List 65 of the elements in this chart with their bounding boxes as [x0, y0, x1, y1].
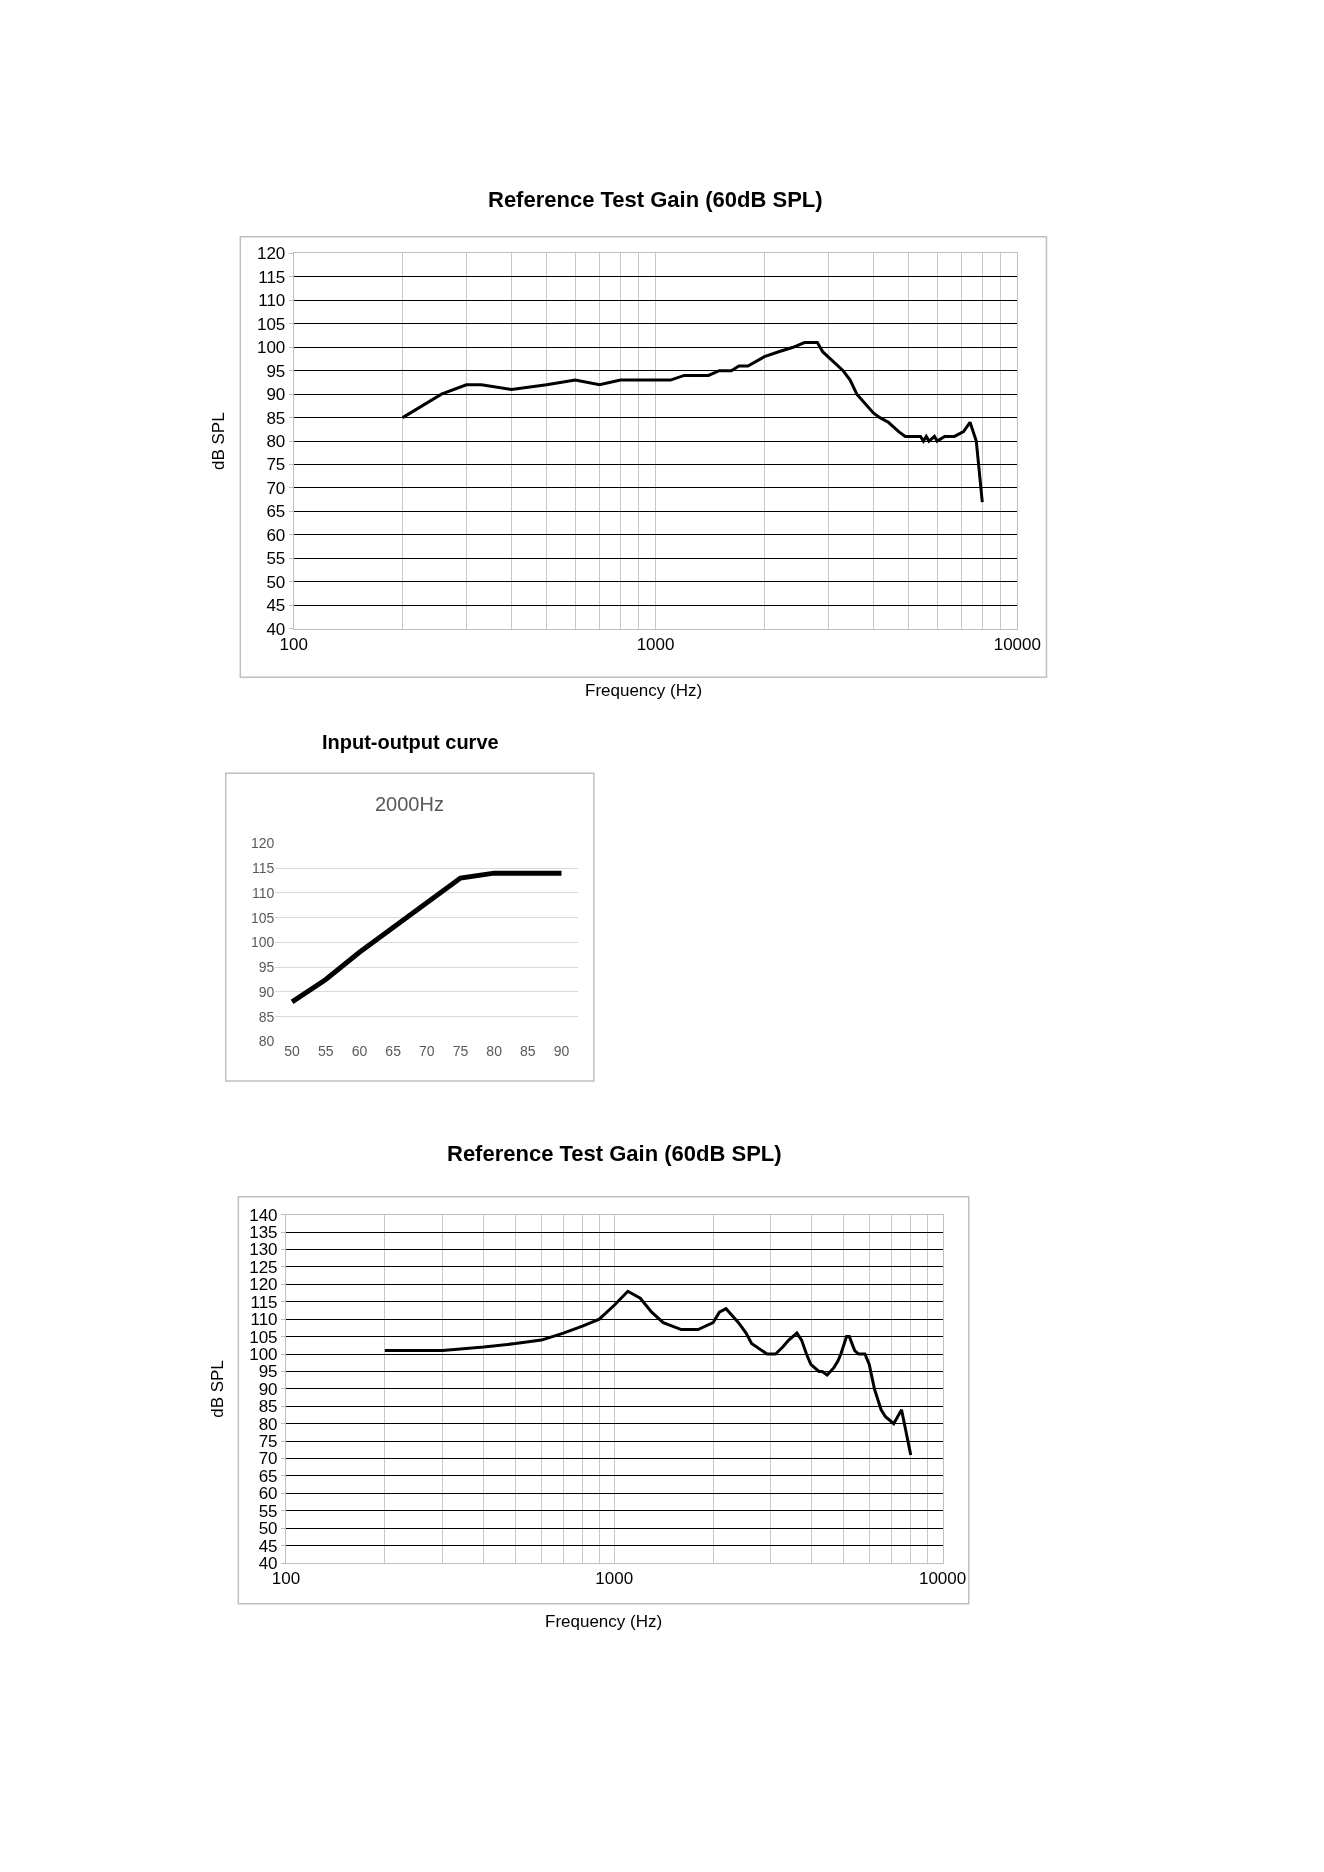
x-tick-label: 1000 — [636, 635, 675, 655]
y-tick-label: 60 — [258, 1484, 278, 1504]
y-tick-label: 90 — [258, 1379, 278, 1399]
y-tick-label: 75 — [258, 1432, 278, 1452]
y-tick-label: 85 — [258, 1397, 278, 1417]
y-tick-label: 115 — [250, 1292, 278, 1312]
chart-title: Reference Test Gain (60dB SPL) — [447, 1141, 782, 1166]
y-tick-label: 45 — [258, 1536, 278, 1556]
y-tick-label: 120 — [256, 244, 286, 264]
y-tick-label: 65 — [258, 1466, 278, 1486]
x-tick-label: 80 — [486, 1043, 503, 1060]
y-tick-label: 45 — [266, 596, 286, 616]
y-tick-label: 100 — [256, 338, 286, 358]
y-tick-label: 115 — [251, 860, 275, 877]
x-tick-label: 70 — [419, 1043, 435, 1060]
y-tick-label: 130 — [249, 1240, 278, 1260]
y-tick-label: 55 — [266, 549, 286, 569]
y-tick-label: 105 — [256, 314, 286, 334]
chart-title: Reference Test Gain (60dB SPL) — [488, 187, 823, 212]
x-tick-label: 75 — [452, 1043, 469, 1060]
y-tick-label: 110 — [258, 291, 286, 311]
x-tick-label: 50 — [284, 1043, 301, 1060]
x-tick-label: 90 — [553, 1043, 570, 1060]
y-tick-label: 115 — [258, 267, 286, 287]
y-tick-label: 120 — [249, 1275, 278, 1295]
chart-title: Input-output curve — [322, 731, 499, 753]
y-tick-label: 70 — [266, 478, 286, 498]
x-axis-title: Frequency (Hz) — [585, 681, 703, 700]
y-tick-label: 105 — [250, 909, 275, 926]
y-tick-label: 140 — [249, 1205, 278, 1225]
x-tick-label: 85 — [520, 1043, 536, 1060]
x-tick-label: 1000 — [595, 1569, 634, 1589]
y-tick-label: 50 — [258, 1519, 278, 1539]
y-tick-label: 125 — [249, 1257, 278, 1277]
y-tick-label: 110 — [251, 884, 275, 901]
y-tick-label: 95 — [258, 959, 275, 976]
y-tick-label: 110 — [250, 1310, 278, 1330]
y-tick-label: 85 — [266, 408, 286, 428]
y-tick-label: 90 — [258, 983, 275, 1000]
y-tick-label: 100 — [249, 1344, 278, 1364]
y-tick-label: 95 — [258, 1362, 278, 1382]
y-tick-label: 90 — [266, 385, 286, 405]
chart-subtitle: 2000Hz — [375, 793, 444, 815]
x-tick-label: 55 — [318, 1043, 334, 1060]
y-axis-title: dB SPL — [208, 1360, 228, 1418]
y-tick-label: 50 — [266, 572, 286, 592]
y-axis-title: dB SPL — [208, 412, 228, 471]
y-tick-label: 65 — [266, 502, 286, 522]
y-tick-label: 70 — [258, 1449, 278, 1469]
y-tick-label: 120 — [250, 835, 275, 852]
x-tick-label: 10000 — [993, 635, 1041, 655]
y-tick-label: 55 — [258, 1501, 278, 1521]
y-tick-label: 80 — [258, 1414, 278, 1434]
y-tick-label: 105 — [249, 1327, 278, 1347]
x-axis-title: Frequency (Hz) — [545, 1612, 663, 1631]
y-tick-label: 85 — [258, 1008, 275, 1025]
y-tick-label: 60 — [266, 525, 286, 545]
y-tick-label: 80 — [266, 432, 286, 452]
y-tick-label: 135 — [249, 1223, 278, 1243]
x-tick-label: 65 — [385, 1043, 402, 1060]
x-tick-label: 10000 — [918, 1569, 967, 1589]
y-tick-label: 75 — [266, 455, 286, 475]
y-tick-label: 100 — [250, 934, 275, 951]
y-tick-label: 95 — [266, 361, 286, 381]
x-tick-label: 60 — [351, 1043, 368, 1060]
